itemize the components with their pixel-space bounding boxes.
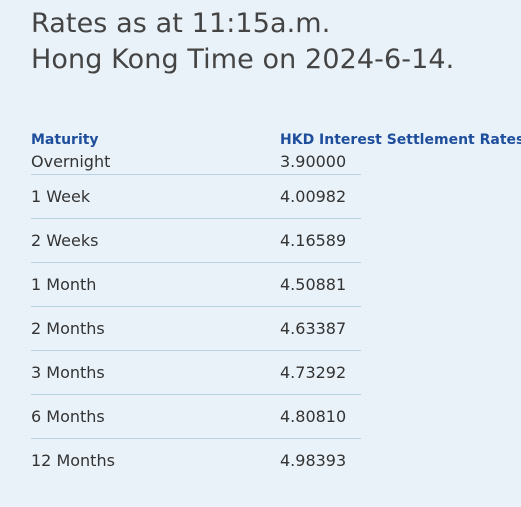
title-line-date: Hong Kong Time on 2024-6-14. (31, 44, 455, 75)
maturity-cell: 1 Month (31, 275, 97, 294)
rates-table: Maturity HKD Interest Settlement Rates O… (31, 128, 521, 482)
maturity-cell: 12 Months (31, 451, 115, 470)
rate-column-header: HKD Interest Settlement Rates (280, 132, 521, 148)
rate-cell: 4.00982 (280, 187, 347, 206)
rate-cell: 4.98393 (280, 451, 347, 470)
maturity-cell: Overnight (31, 152, 111, 171)
table-row-3-months: 3 Months 4.73292 (31, 350, 361, 394)
rate-cell: 4.73292 (280, 363, 347, 382)
table-row-12-months: 12 Months 4.98393 (31, 438, 361, 482)
rate-cell: 4.16589 (280, 231, 347, 250)
rate-cell: 4.80810 (280, 407, 347, 426)
table-row-overnight: Overnight 3.90000 (31, 152, 361, 173)
table-row-6-months: 6 Months 4.80810 (31, 394, 361, 438)
maturity-column-header: Maturity (31, 132, 99, 148)
table-row-1-month: 1 Month 4.50881 (31, 262, 361, 306)
table-row-1-week: 1 Week 4.00982 (31, 174, 361, 218)
table-row-2-months: 2 Months 4.63387 (31, 306, 361, 350)
maturity-cell: 1 Week (31, 187, 91, 206)
rate-cell: 4.63387 (280, 319, 347, 338)
table-header: Maturity HKD Interest Settlement Rates (31, 128, 521, 152)
page-title: Rates as at 11:15a.m. Hong Kong Time on … (31, 6, 454, 78)
rate-cell: 3.90000 (280, 152, 347, 171)
maturity-cell: 6 Months (31, 407, 105, 426)
rate-cell: 4.50881 (280, 275, 347, 294)
maturity-cell: 3 Months (31, 363, 105, 382)
title-line-time: Rates as at 11:15a.m. (31, 8, 331, 39)
maturity-cell: 2 Weeks (31, 231, 99, 250)
table-row-2-weeks: 2 Weeks 4.16589 (31, 218, 361, 262)
maturity-cell: 2 Months (31, 319, 105, 338)
